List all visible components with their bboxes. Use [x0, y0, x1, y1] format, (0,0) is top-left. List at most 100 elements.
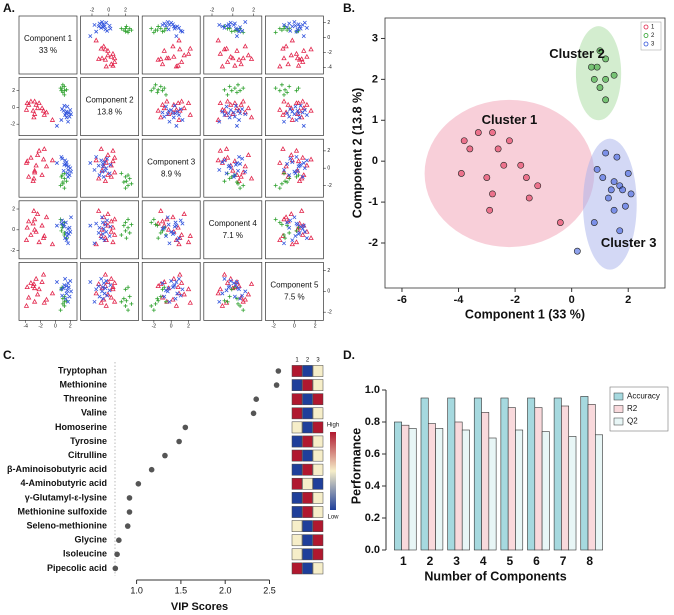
point [180, 29, 185, 34]
point [222, 298, 227, 303]
point [67, 114, 72, 119]
point [124, 24, 129, 29]
point [460, 137, 468, 145]
panel-letter: B. [343, 1, 355, 15]
point [41, 111, 47, 117]
point [217, 286, 223, 292]
point [177, 276, 181, 281]
point [127, 230, 132, 235]
point [101, 281, 106, 286]
point [31, 175, 37, 181]
point [301, 172, 307, 177]
point [176, 37, 182, 43]
point [158, 114, 164, 120]
point [624, 170, 632, 177]
point [34, 152, 41, 157]
point [175, 284, 181, 290]
point [108, 26, 113, 31]
point [304, 53, 310, 59]
point [160, 281, 165, 286]
point [466, 145, 474, 153]
point [67, 173, 72, 178]
point [293, 239, 300, 245]
point [26, 101, 32, 107]
heat-cell [291, 449, 303, 462]
x-tick-label: 2 [427, 554, 434, 568]
point [129, 222, 134, 227]
point [236, 56, 242, 62]
cluster-ellipse [575, 26, 622, 121]
row-label: Tyrosine [70, 436, 107, 446]
point [457, 170, 465, 177]
x-tick-label: 6 [533, 554, 540, 568]
point [26, 294, 32, 300]
point [287, 84, 292, 89]
point [99, 276, 104, 281]
point [167, 241, 172, 246]
point [180, 287, 185, 292]
point [108, 294, 114, 300]
heat-cell [312, 449, 324, 462]
point [234, 280, 239, 285]
point [66, 285, 71, 290]
point [175, 291, 180, 296]
point [31, 285, 38, 291]
point [60, 218, 65, 223]
point [231, 110, 236, 115]
point [281, 98, 287, 104]
point [99, 55, 105, 61]
point [119, 233, 124, 237]
point [174, 223, 179, 228]
y-axis-title: Component 2 (13.8 %) [350, 88, 364, 219]
point [28, 280, 34, 285]
point [161, 47, 167, 53]
tick-label: -2 [327, 310, 332, 316]
point [299, 208, 305, 213]
point [61, 286, 66, 291]
point [105, 218, 110, 223]
point [241, 308, 246, 313]
point [88, 280, 93, 285]
point [283, 87, 288, 92]
point [41, 233, 47, 238]
point [105, 172, 111, 177]
vip-dot [124, 523, 131, 529]
point [119, 26, 124, 31]
matrix-cell [80, 15, 139, 75]
point [619, 186, 626, 194]
row-label: 4-Aminobutyric acid [20, 478, 107, 488]
row-label: Seleno-methionine [26, 520, 107, 530]
point [31, 226, 38, 232]
point [43, 109, 50, 115]
point [127, 294, 132, 299]
point [243, 169, 248, 174]
point [99, 25, 104, 30]
tick-label: 2 [327, 268, 330, 274]
point [34, 291, 41, 297]
point [43, 163, 50, 169]
matrix-cell [18, 138, 78, 198]
point [159, 101, 166, 107]
point [523, 174, 530, 181]
point [100, 220, 105, 225]
point [287, 114, 292, 119]
vip-dot [182, 424, 189, 431]
point [304, 101, 310, 107]
point [119, 171, 124, 176]
point [54, 123, 59, 128]
point [232, 294, 237, 299]
point [174, 280, 179, 285]
point [54, 161, 59, 165]
tick-label: -4 [23, 324, 28, 330]
point [277, 106, 283, 112]
point [58, 308, 63, 313]
vip-dot [275, 368, 282, 374]
point [155, 220, 161, 226]
point [30, 220, 36, 226]
point [292, 215, 297, 220]
point [160, 29, 165, 34]
matrix-cell [80, 262, 139, 321]
point [64, 238, 69, 243]
point [96, 208, 102, 213]
legend-marker [643, 24, 649, 30]
